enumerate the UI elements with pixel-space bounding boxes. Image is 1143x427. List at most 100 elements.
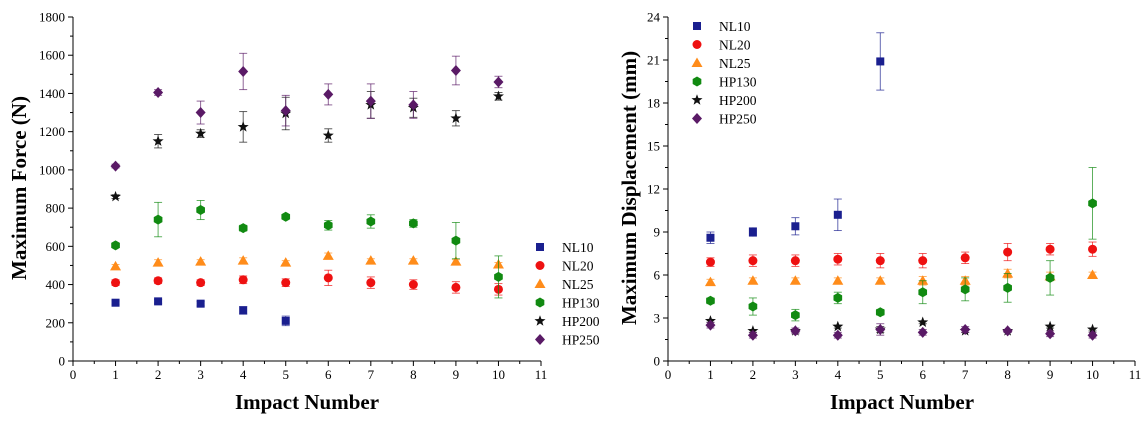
data-point <box>409 218 418 229</box>
data-point <box>494 271 503 282</box>
data-point <box>451 235 461 246</box>
data-point <box>238 223 248 234</box>
displacement-y-axis-title: Maximum Displacement (mm) <box>617 51 641 325</box>
force-x-tick-label: 0 <box>70 367 77 382</box>
legend-marker-nl25 <box>534 278 546 288</box>
data-point <box>153 214 163 225</box>
legend-label-nl10: NL10 <box>562 240 594 255</box>
data-point <box>237 121 249 132</box>
data-point <box>917 326 928 338</box>
force-series-nl10 <box>111 297 290 327</box>
data-point <box>705 319 716 331</box>
data-point <box>237 255 249 265</box>
data-point <box>705 257 715 267</box>
data-point <box>110 190 122 202</box>
data-point <box>1045 244 1055 254</box>
data-point <box>196 205 205 216</box>
force-x-tick-label: 4 <box>240 367 247 382</box>
force-chart: Maximum Force (N) Impact Number 0 1 2 3 4 5 6 7… <box>7 10 600 415</box>
data-point <box>323 273 333 283</box>
legend-label-hp250: HP250 <box>719 112 757 127</box>
data-point <box>876 57 885 66</box>
data-point <box>706 295 715 306</box>
data-point <box>747 275 759 285</box>
data-point <box>1003 282 1012 293</box>
data-point <box>1087 323 1099 335</box>
force-y-tick-label: 1800 <box>39 10 65 25</box>
data-point <box>281 211 291 222</box>
data-point <box>195 107 206 119</box>
force-x-tick-label: 9 <box>453 367 460 382</box>
legend-marker-hp130 <box>535 297 545 308</box>
force-x-tick-label: 8 <box>410 367 417 382</box>
displacement-x-tick-label: 1 <box>707 367 714 382</box>
data-point <box>195 256 207 266</box>
legend-marker-nl20 <box>535 261 545 270</box>
force-series-nl25 <box>110 250 504 271</box>
data-point <box>111 278 121 288</box>
force-y-tick-label: 800 <box>46 201 66 216</box>
data-point <box>493 76 504 88</box>
data-point <box>832 275 844 285</box>
displacement-series-nl25 <box>704 268 1099 287</box>
legend-label-nl25: NL25 <box>719 56 751 71</box>
data-point <box>110 160 121 172</box>
data-point <box>1002 268 1014 278</box>
force-x-tick-label: 3 <box>197 367 204 382</box>
data-point <box>875 323 886 335</box>
legend-label-hp130: HP130 <box>562 296 600 311</box>
force-y-axis-title: Maximum Force (N) <box>7 96 31 280</box>
data-point <box>960 253 970 263</box>
data-point <box>152 135 164 146</box>
displacement-x-tick-label: 2 <box>750 367 757 382</box>
force-series-hp130 <box>111 200 503 299</box>
data-point <box>832 329 843 341</box>
force-y-tick-label: 1400 <box>39 86 65 101</box>
data-point <box>833 254 843 264</box>
displacement-y-tick-label: 3 <box>654 311 661 326</box>
data-point <box>322 129 334 141</box>
displacement-x-axis-title: Impact Number <box>830 390 974 414</box>
data-point <box>365 95 376 107</box>
displacement-y-tick-label: 12 <box>647 182 660 197</box>
data-point <box>917 316 929 327</box>
displacement-y-tick-label: 21 <box>647 53 660 68</box>
data-point <box>790 256 800 266</box>
data-point <box>281 278 291 288</box>
data-point <box>1088 198 1097 209</box>
force-x-tick-label: 10 <box>492 367 505 382</box>
legend-label-nl25: NL25 <box>562 277 594 292</box>
data-point <box>748 301 758 312</box>
force-y-tick-label: 400 <box>46 277 66 292</box>
force-y-tick-label: 1000 <box>39 162 65 177</box>
data-point <box>1045 328 1056 340</box>
data-point <box>875 307 885 318</box>
displacement-legend: NL10 NL20 NL25 HP130 HP200 HP250 <box>691 19 757 127</box>
force-x-tick-label: 7 <box>368 367 375 382</box>
displacement-x-tick-label: 4 <box>835 367 842 382</box>
legend-label-nl10: NL10 <box>719 19 751 34</box>
data-point <box>238 275 248 285</box>
force-x-tick-label: 6 <box>325 367 332 382</box>
displacement-x-tick-label: 8 <box>1004 367 1011 382</box>
force-y-tick-label: 200 <box>46 315 66 330</box>
force-y-tick-label: 1600 <box>39 48 65 63</box>
data-point <box>195 127 207 139</box>
data-point <box>239 306 248 315</box>
legend-marker-hp250 <box>692 113 702 124</box>
legend-marker-hp250 <box>535 334 545 345</box>
displacement-series-hp130 <box>706 167 1097 322</box>
data-point <box>407 255 419 265</box>
data-point <box>492 90 504 101</box>
data-point <box>833 210 842 219</box>
displacement-y-tick-label: 9 <box>654 225 661 240</box>
data-point <box>1087 269 1099 279</box>
legend-label-hp250: HP250 <box>562 333 600 348</box>
displacement-series-nl10 <box>706 32 885 244</box>
force-y-tick-label: 0 <box>59 354 66 369</box>
displacement-y-tick-label: 0 <box>654 354 661 369</box>
data-point <box>408 99 419 111</box>
data-point <box>450 256 462 266</box>
displacement-y-tick-label: 15 <box>647 139 660 154</box>
